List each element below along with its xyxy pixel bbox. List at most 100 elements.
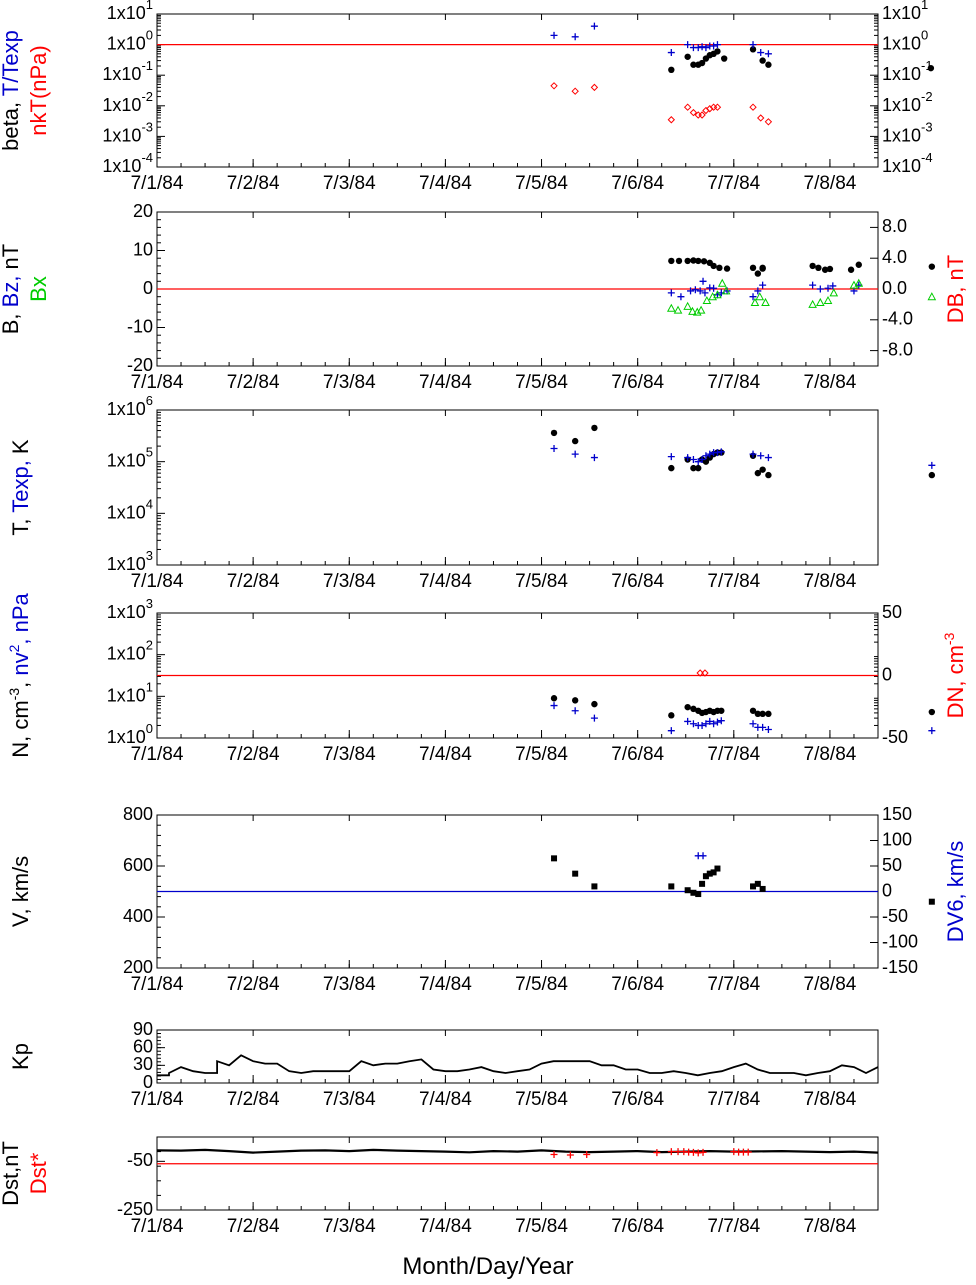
point-ttexp — [550, 31, 558, 39]
x-tick-label: 7/3/84 — [323, 1089, 376, 1110]
x-tick-label: 7/2/84 — [227, 744, 280, 765]
point-t — [571, 437, 579, 445]
y-tick-label: -50 — [127, 1150, 153, 1170]
point-ttexp — [764, 50, 772, 58]
y-axis-title-part: Texp, — [8, 454, 33, 513]
y-tick-label-right: 50 — [882, 602, 902, 622]
point-v — [699, 880, 706, 887]
y-axis-title-2: Dst* — [26, 1152, 51, 1194]
y-tick-label-right: 8.0 — [882, 216, 907, 236]
point-bx — [750, 297, 760, 306]
y-tick-label-right: 100 — [882, 829, 912, 849]
point-beta — [668, 66, 675, 74]
point-b — [821, 266, 829, 273]
y-tick-label-right: 1x101 — [882, 0, 928, 23]
y-tick-label-right: -50 — [882, 727, 908, 747]
point-t — [695, 464, 702, 472]
x-tick-label: 7/6/84 — [611, 974, 664, 995]
y-tick-label: 0 — [143, 1072, 153, 1092]
point-texp — [706, 450, 714, 458]
point-n — [550, 695, 558, 702]
point-nv2 — [590, 714, 598, 722]
point-bz — [816, 285, 824, 293]
point-v — [759, 885, 766, 892]
point-nkt — [667, 116, 676, 124]
y-axis-title-part: B, — [0, 307, 23, 334]
y-axis-title-part: Kp — [8, 1043, 33, 1070]
x-tick-label: 7/7/84 — [707, 744, 760, 765]
point-dst — [699, 1148, 707, 1156]
x-tick-label: 7/1/84 — [131, 372, 184, 393]
point-n — [684, 703, 691, 711]
point-texp — [928, 461, 936, 469]
point-bx — [761, 297, 770, 306]
point-dn — [696, 669, 704, 677]
point-b — [690, 257, 697, 264]
point-nkt — [683, 103, 692, 111]
y-tick-label-right: 1x100 — [882, 28, 928, 53]
point-texp — [689, 456, 697, 464]
point-b — [684, 257, 691, 265]
point-bz — [667, 289, 675, 297]
point-beta — [684, 53, 691, 60]
point-nv2 — [689, 720, 697, 728]
point-n — [749, 707, 757, 714]
point-nkt — [689, 108, 698, 117]
point-nv2 — [702, 720, 710, 728]
y-axis-title-part: , — [8, 676, 33, 688]
x-tick-label: 7/4/84 — [419, 372, 472, 393]
point-bx — [688, 306, 697, 315]
point-dst — [653, 1149, 661, 1157]
point-texp — [590, 454, 598, 462]
panel-bfield: 20 10 0 -10 -20 8.0 4.0 0.0 -4.0 -8.0 7/1/84 7/2/84… — [0, 201, 968, 393]
x-tick-label: 7/7/84 — [707, 173, 760, 194]
y-tick-label: 1x104 — [107, 497, 153, 522]
x-tick-label: 7/5/84 — [515, 1216, 568, 1237]
x-tick-label: 7/4/84 — [419, 1089, 472, 1110]
x-tick-label: 7/2/84 — [227, 1089, 280, 1110]
y-axis-title: V, km/s — [8, 856, 33, 927]
x-tick-label: 7/4/84 — [419, 744, 472, 765]
point-bz — [749, 293, 757, 301]
point-nkt — [590, 83, 599, 92]
x-tick-label: 7/7/84 — [707, 1089, 760, 1110]
y-axis-title-2: nkT(nPa) — [26, 45, 51, 135]
x-tick-label: 7/7/84 — [707, 974, 760, 995]
y-axis-title-right-part: DB, nT — [943, 255, 968, 323]
y-tick-label: -10 — [127, 316, 153, 336]
point-texp — [684, 454, 692, 462]
point-n — [571, 697, 579, 704]
point-b — [809, 262, 816, 270]
y-tick-label: 1x103 — [107, 548, 153, 573]
point-dst — [550, 1151, 558, 1159]
point-ttexp — [713, 41, 721, 49]
point-v — [710, 869, 717, 876]
point-bx — [673, 305, 683, 314]
point-nv2 — [571, 707, 579, 715]
y-tick-label-right: 1x10-2 — [882, 89, 933, 114]
point-texp — [550, 444, 558, 452]
point-dst — [667, 1148, 675, 1156]
point-bx — [755, 292, 765, 301]
x-tick-label: 7/3/84 — [323, 173, 376, 194]
point-b — [710, 262, 717, 270]
y-axis-title-2-part: Bx — [26, 276, 51, 302]
x-tick-label: 7/3/84 — [323, 1216, 376, 1237]
point-beta — [714, 48, 721, 55]
y-tick-label: 800 — [123, 804, 153, 824]
point-beta — [749, 46, 757, 53]
y-axis-title-right: DB, nT — [943, 255, 968, 323]
y-tick-label: 1x10-4 — [102, 150, 153, 175]
point-v — [754, 880, 761, 887]
point-ttexp — [710, 42, 718, 50]
y-tick-label: 30 — [133, 1054, 153, 1074]
point-b — [700, 258, 708, 265]
point-nv2 — [717, 717, 725, 725]
y-tick-label: 90 — [133, 1019, 153, 1039]
point-bx — [927, 292, 937, 301]
x-tick-label: 7/4/84 — [419, 1216, 472, 1237]
point-bx — [829, 288, 839, 297]
point-v — [684, 887, 691, 894]
